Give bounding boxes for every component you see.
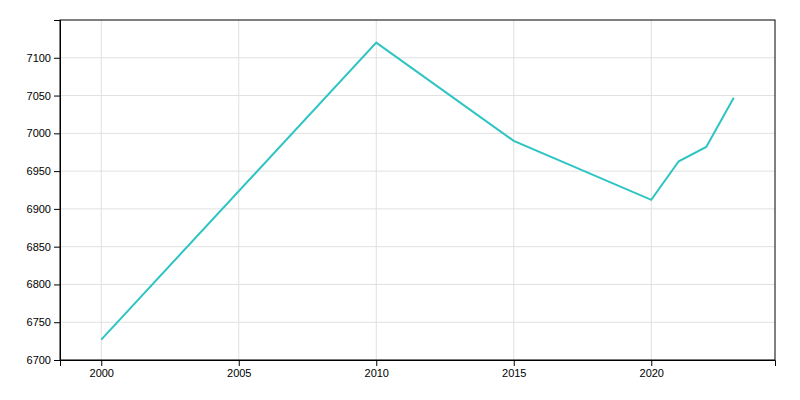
y-tick: 6750 bbox=[27, 316, 60, 328]
y-axis: 6700 6750 6800 6850 6900 6950 7000 7050 7100 bbox=[27, 21, 61, 367]
grid-line-y bbox=[60, 95, 775, 96]
x-tick-label: 2010 bbox=[365, 367, 389, 379]
x-tick: 2000 bbox=[90, 360, 114, 379]
y-tick-mark bbox=[54, 360, 60, 361]
y-tick: 6900 bbox=[27, 203, 60, 215]
y-tick-label: 6900 bbox=[27, 203, 51, 215]
y-tick-mark bbox=[54, 96, 60, 97]
y-tick-label: 7050 bbox=[27, 90, 51, 102]
grid-line-y bbox=[60, 171, 775, 172]
y-tick-label: 6800 bbox=[27, 278, 51, 290]
y-tick-mark bbox=[54, 284, 60, 285]
x-tick-mark bbox=[651, 360, 652, 366]
chart: 2000 2005 2010 2015 2020 6700 6750 6800 6850 6900… bbox=[0, 0, 800, 400]
y-axis-line bbox=[54, 21, 61, 361]
x-tick: 2015 bbox=[502, 360, 526, 379]
x-tick-mark bbox=[514, 360, 515, 366]
line bbox=[101, 43, 734, 340]
grid-line-x bbox=[651, 20, 652, 360]
grid bbox=[60, 20, 775, 360]
y-tick: 6700 bbox=[27, 354, 60, 366]
y-tick-label: 7000 bbox=[27, 127, 51, 139]
y-tick-mark bbox=[54, 322, 60, 323]
x-tick-mark bbox=[101, 360, 102, 366]
plot-frame bbox=[60, 20, 775, 360]
y-tick-mark bbox=[54, 133, 60, 134]
grid-line-y bbox=[60, 133, 775, 134]
y-tick: 7000 bbox=[27, 127, 60, 139]
y-tick-mark bbox=[54, 171, 60, 172]
y-tick: 6850 bbox=[27, 241, 60, 253]
y-tick-label: 7100 bbox=[27, 52, 51, 64]
grid-line-y bbox=[60, 246, 775, 247]
y-tick: 7050 bbox=[27, 90, 60, 102]
y-tick: 7100 bbox=[27, 52, 60, 64]
grid-line-y bbox=[60, 57, 775, 58]
grid-line-x bbox=[376, 20, 377, 360]
y-tick-mark bbox=[54, 247, 60, 248]
x-tick-label: 2000 bbox=[90, 367, 114, 379]
x-tick-mark bbox=[239, 360, 240, 366]
x-tick-label: 2005 bbox=[227, 367, 251, 379]
grid-line-y bbox=[60, 208, 775, 209]
x-tick: 2005 bbox=[227, 360, 251, 379]
x-tick-mark bbox=[376, 360, 377, 366]
x-tick: 2020 bbox=[640, 360, 664, 379]
marks bbox=[101, 43, 734, 340]
grid-line-y bbox=[60, 284, 775, 285]
grid-line-x bbox=[101, 20, 102, 360]
y-tick-label: 6750 bbox=[27, 316, 51, 328]
x-tick: 2010 bbox=[365, 360, 389, 379]
y-tick-label: 6950 bbox=[27, 165, 51, 177]
y-tick-label: 6850 bbox=[27, 241, 51, 253]
y-tick: 6800 bbox=[27, 278, 60, 290]
x-axis-line bbox=[61, 361, 776, 367]
y-tick-label: 6700 bbox=[27, 354, 51, 366]
x-tick-label: 2020 bbox=[640, 367, 664, 379]
x-axis: 2000 2005 2010 2015 2020 bbox=[61, 360, 776, 379]
y-tick-mark bbox=[54, 58, 60, 59]
plot-area: 2000 2005 2010 2015 2020 6700 6750 6800 6850 6900… bbox=[27, 20, 776, 379]
x-tick-label: 2015 bbox=[502, 367, 526, 379]
grid-line-y bbox=[60, 322, 775, 323]
y-tick-mark bbox=[54, 209, 60, 210]
grid-line-x bbox=[513, 20, 514, 360]
y-tick: 6950 bbox=[27, 165, 60, 177]
